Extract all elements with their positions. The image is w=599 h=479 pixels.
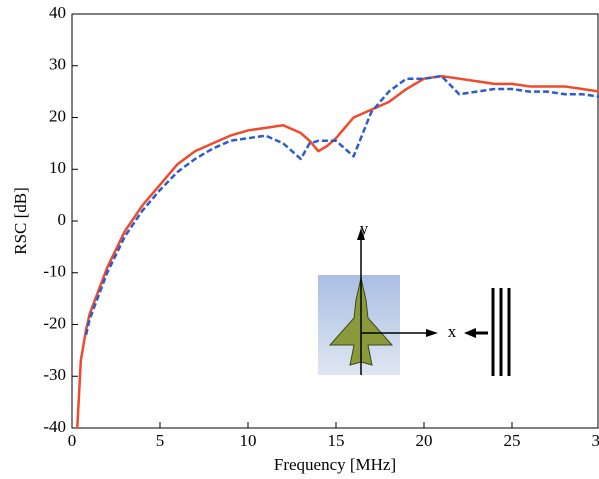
- series-line: [76, 74, 599, 429]
- y-tick-label: 0: [58, 210, 67, 229]
- arrowhead: [357, 228, 365, 240]
- x-tick-label: 20: [416, 431, 433, 450]
- y-axis-label: RSC [dB]: [11, 187, 30, 255]
- x-tick-label: 25: [504, 431, 521, 450]
- y-tick-label: 10: [49, 158, 66, 177]
- x-tick-label: 30: [592, 431, 599, 450]
- annotation: x: [448, 322, 457, 341]
- x-tick-label: 10: [240, 431, 257, 450]
- y-tick-label: 30: [49, 55, 66, 74]
- x-tick-label: 15: [328, 431, 345, 450]
- y-tick-label: -40: [43, 417, 66, 436]
- annotation: y: [360, 219, 369, 238]
- y-tick-label: -10: [43, 262, 66, 281]
- inset: y x: [318, 219, 511, 376]
- y-tick-label: -30: [43, 365, 66, 384]
- y-tick-label: 40: [49, 3, 66, 22]
- x-axis-label: Frequency [MHz]: [274, 455, 396, 474]
- arrowhead: [426, 329, 438, 337]
- arrowhead: [464, 328, 476, 338]
- x-tick-label: 5: [156, 431, 165, 450]
- x-tick-label: 0: [68, 431, 77, 450]
- series-line: [84, 74, 599, 336]
- y-tick-label: -20: [43, 313, 66, 332]
- y-tick-label: 20: [49, 106, 66, 125]
